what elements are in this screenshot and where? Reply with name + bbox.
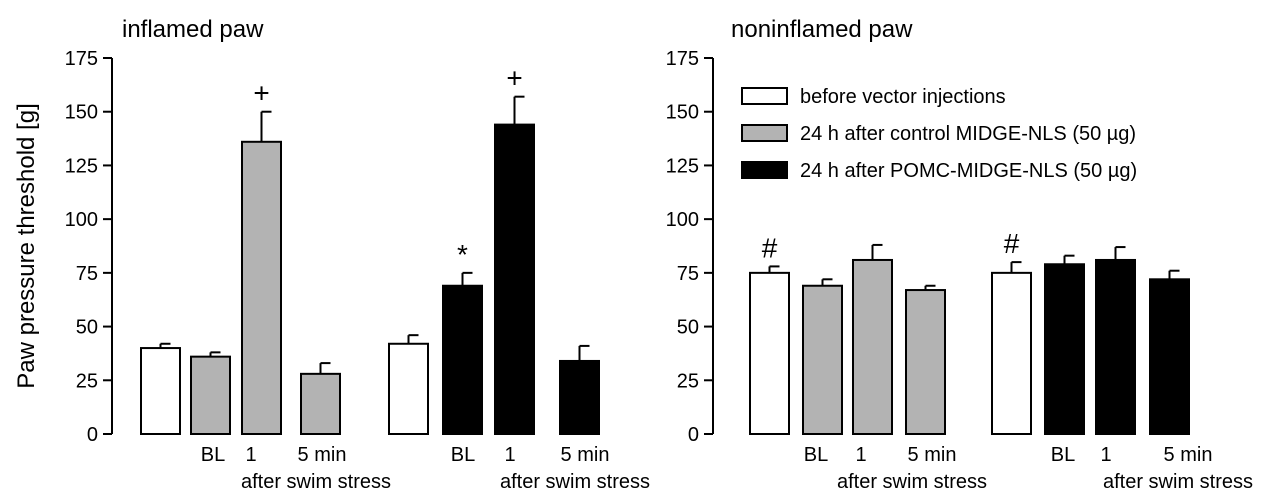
group-label-0-1: after swim stress <box>500 471 650 493</box>
significance-marker-0-0-2: + <box>253 78 269 109</box>
y-tick-label-0-0: 0 <box>87 424 98 446</box>
bar-0-1-2 <box>494 123 535 435</box>
bar-1-1-2 <box>1095 258 1136 436</box>
chart-title-1: noninflamed paw <box>731 16 913 43</box>
chart-title-0: inflamed paw <box>122 16 264 43</box>
y-tick-label-0-5: 125 <box>65 155 98 177</box>
y-tick-label-1-1: 25 <box>677 370 699 392</box>
legend-label-pomc: 24 h after POMC-MIDGE-NLS (50 µg) <box>800 160 1137 182</box>
y-tick-label-0-6: 150 <box>65 102 98 124</box>
bar-0-0-3 <box>300 372 341 435</box>
x-tick-label-0-0-2: 1 <box>245 444 256 466</box>
bar-1-1-0 <box>991 271 1032 435</box>
y-axis-label: Paw pressure threshold [g] <box>13 103 40 388</box>
y-tick-label-0-3: 75 <box>76 263 98 285</box>
legend-swatch-control <box>741 124 788 142</box>
bar-1-0-0 <box>749 271 790 435</box>
y-tick-label-0-7: 175 <box>65 48 98 70</box>
significance-marker-1-0-0: # <box>762 232 778 263</box>
x-tick-label-1-0-1: BL <box>804 444 828 466</box>
y-tick-label-1-6: 150 <box>666 102 699 124</box>
significance-marker-0-1-2: + <box>506 63 522 94</box>
bar-1-0-3 <box>905 289 946 435</box>
x-tick-label-0-0-3: 5 min <box>298 444 347 466</box>
group-label-0-0: after swim stress <box>241 471 391 493</box>
bar-0-0-0 <box>140 347 181 435</box>
bar-0-1-0 <box>388 342 429 436</box>
bar-1-0-2 <box>852 258 893 436</box>
y-tick-label-1-3: 75 <box>677 263 699 285</box>
y-tick-label-1-2: 50 <box>677 317 699 339</box>
group-label-1-1: after swim stress <box>1103 471 1253 493</box>
bar-1-0-1 <box>802 284 843 435</box>
x-tick-label-1-1-2: 1 <box>1100 444 1111 466</box>
x-tick-label-0-1-3: 5 min <box>561 444 610 466</box>
y-tick-label-0-2: 50 <box>76 317 98 339</box>
x-tick-label-1-0-2: 1 <box>855 444 866 466</box>
x-tick-label-1-0-3: 5 min <box>908 444 957 466</box>
legend-label-control: 24 h after control MIDGE-NLS (50 µg) <box>800 123 1136 145</box>
x-tick-label-0-1-1: BL <box>451 444 475 466</box>
legend-swatch-pomc <box>741 161 788 179</box>
x-tick-label-0-0-1: BL <box>201 444 225 466</box>
legend-label-before: before vector injections <box>800 86 1006 108</box>
bar-0-0-1 <box>190 355 231 435</box>
group-label-1-0: after swim stress <box>837 471 987 493</box>
y-tick-label-0-4: 100 <box>65 209 98 231</box>
bar-0-1-1 <box>442 284 483 435</box>
bar-1-1-3 <box>1149 278 1190 435</box>
y-tick-label-1-7: 175 <box>666 48 699 70</box>
significance-marker-1-1-0: # <box>1004 228 1020 259</box>
y-tick-label-1-4: 100 <box>666 209 699 231</box>
y-tick-label-0-1: 25 <box>76 370 98 392</box>
significance-marker-0-1-1: * <box>457 239 468 270</box>
y-tick-label-1-5: 125 <box>666 155 699 177</box>
bar-1-1-1 <box>1044 263 1085 435</box>
bar-0-0-2 <box>241 140 282 435</box>
x-tick-label-0-1-2: 1 <box>504 444 515 466</box>
x-tick-label-1-1-1: BL <box>1051 444 1075 466</box>
y-tick-label-1-0: 0 <box>688 424 699 446</box>
bar-0-1-3 <box>559 359 600 436</box>
legend-swatch-before <box>741 87 788 105</box>
x-tick-label-1-1-3: 5 min <box>1164 444 1213 466</box>
